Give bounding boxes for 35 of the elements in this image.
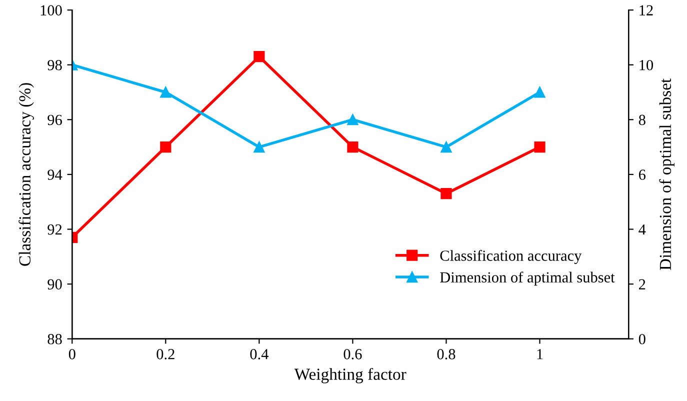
x-axis-title: Weighting factor (294, 368, 406, 384)
point (440, 141, 452, 153)
y-tick-label: 92 (48, 224, 62, 235)
x-tick-label: 1 (537, 349, 543, 360)
y2-tick-label: 8 (638, 114, 646, 126)
y2-tick-label: 6 (638, 170, 646, 180)
y2-tick-label: 10 (640, 60, 654, 70)
x-tick-label: 0.4 (250, 349, 268, 360)
y2-tick-label: 2 (639, 279, 646, 290)
point (534, 141, 546, 153)
point (347, 141, 358, 153)
y-tick-label: 90 (48, 279, 62, 290)
point (440, 188, 452, 200)
legend-label: Classification accuracy (440, 250, 582, 264)
point (160, 141, 172, 153)
x-tick-label: 0.2 (156, 349, 174, 360)
y-tick-label: 100 (40, 5, 62, 16)
x-tick-label: 0.6 (344, 349, 362, 360)
legend-label: Dimension of aptimal subset (440, 272, 615, 286)
point (254, 51, 265, 62)
y-tick-label: 88 (48, 334, 62, 344)
point (160, 86, 172, 98)
y2-tick-label: 12 (640, 5, 653, 16)
x-tick-label: 0 (68, 349, 76, 360)
y-tick-label: 98 (48, 60, 62, 70)
point (534, 86, 546, 98)
y-tick-label: 94 (48, 170, 62, 180)
point (254, 141, 265, 153)
y2-tick-label: 0 (638, 334, 646, 344)
y-axis-title: Classification accuracy (%) (18, 83, 34, 266)
y2-axis-title: Dimension of optimal subset (659, 78, 674, 270)
x-tick-label: 0.8 (437, 349, 456, 360)
y2-tick-label: 4 (638, 224, 646, 235)
point (347, 114, 358, 126)
y-tick-label: 96 (48, 114, 62, 126)
